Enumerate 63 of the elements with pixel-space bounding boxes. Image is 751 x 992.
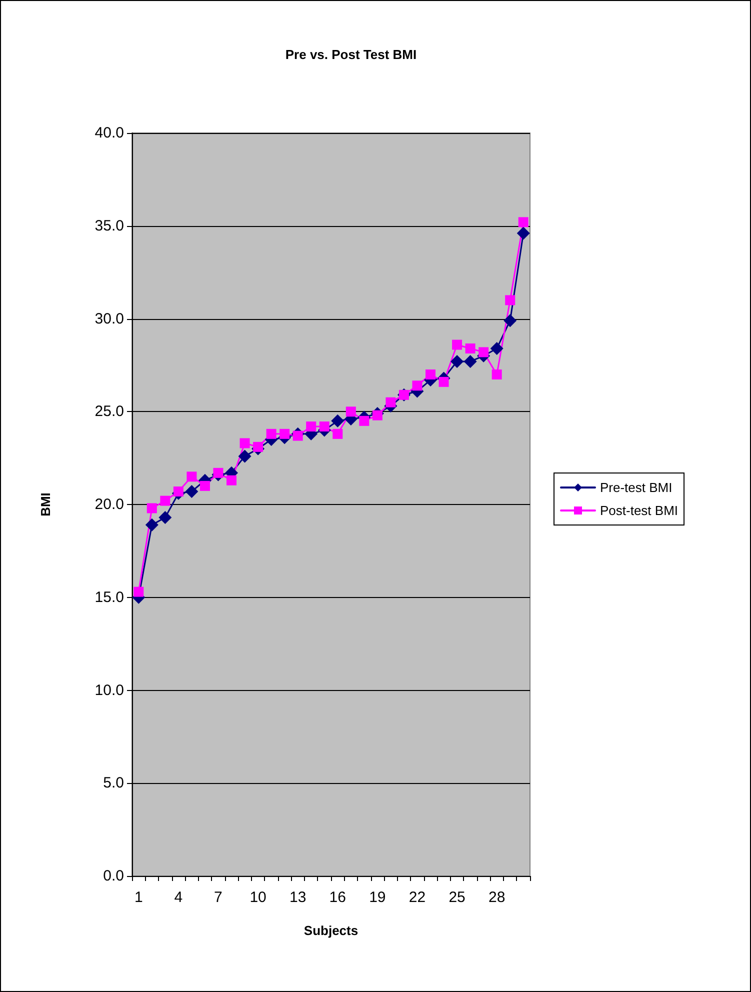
point <box>490 342 504 355</box>
point <box>412 380 422 391</box>
point <box>331 414 344 428</box>
point <box>145 518 158 532</box>
point <box>280 428 290 439</box>
point <box>266 428 276 439</box>
chart-title: Pre vs. Post Test BMI <box>285 47 417 62</box>
point <box>226 475 236 486</box>
x-tick-label: 1 <box>134 889 143 906</box>
x-tick-label: 19 <box>369 889 386 906</box>
point <box>478 347 489 358</box>
point <box>386 397 396 408</box>
y-tick-label: 15.0 <box>94 588 124 606</box>
x-tick-label: 13 <box>289 889 306 906</box>
point <box>253 442 264 452</box>
y-tick-label: 25.0 <box>94 403 124 420</box>
point <box>516 226 530 240</box>
x-tick-label: 7 <box>214 889 222 906</box>
point <box>346 406 356 417</box>
point <box>450 354 464 368</box>
point <box>504 314 517 328</box>
y-tick-label: 10.0 <box>94 682 124 699</box>
point <box>505 295 516 306</box>
point <box>465 343 476 354</box>
x-tick-label: 25 <box>448 889 466 906</box>
point <box>160 496 170 506</box>
point <box>292 430 303 441</box>
y-axis-title: BMI <box>38 492 53 516</box>
point <box>319 421 330 432</box>
point <box>438 376 449 387</box>
x-tick-label: 4 <box>174 889 183 906</box>
point <box>238 450 252 463</box>
point <box>134 586 144 597</box>
point <box>173 486 184 496</box>
legend-label: Pre-test BMI <box>600 480 672 495</box>
x-tick-label: 28 <box>488 889 506 906</box>
point <box>185 484 198 498</box>
y-tick-label: 20.0 <box>94 496 124 513</box>
x-tick-label: 10 <box>250 889 266 906</box>
x-tick-label: 22 <box>408 889 426 906</box>
point <box>518 217 528 228</box>
point <box>452 340 462 350</box>
point <box>359 416 370 426</box>
y-tick-label: 5.0 <box>103 774 124 792</box>
point <box>426 369 436 380</box>
point <box>306 421 316 432</box>
y-tick-label: 30.0 <box>94 310 124 328</box>
point <box>240 438 250 448</box>
point <box>332 428 343 439</box>
point <box>372 410 382 420</box>
y-tick-label: 35.0 <box>94 217 124 234</box>
x-tick-label: 16 <box>329 889 346 906</box>
point <box>158 511 172 524</box>
point <box>146 503 157 514</box>
point <box>186 472 197 482</box>
legend-label: Post-test BMI <box>600 503 678 518</box>
y-tick-label: 0.0 <box>103 868 124 884</box>
point <box>492 369 502 380</box>
point <box>464 354 477 368</box>
point <box>213 468 224 478</box>
point <box>200 480 210 491</box>
y-tick-label: 40.0 <box>94 124 124 142</box>
x-axis-title: Subjects <box>304 923 358 938</box>
